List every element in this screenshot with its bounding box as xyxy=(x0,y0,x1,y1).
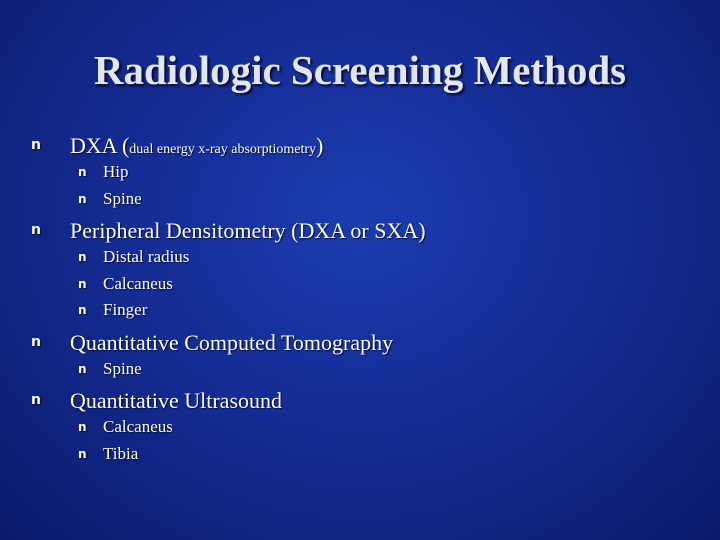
sub-bullet-marker: n xyxy=(78,303,87,317)
sub-bullet-item: n Calcaneus xyxy=(0,271,720,298)
bullet-marker: n xyxy=(31,392,41,408)
sub-bullet-item: n Spine xyxy=(0,356,720,383)
sub-bullet-item: n Hip xyxy=(0,159,720,186)
sub-bullet-text: Spine xyxy=(103,188,142,208)
bullet-text-part: Quantitative Ultrasound xyxy=(70,388,283,413)
sub-bullet-item: n Tibia xyxy=(0,441,720,468)
sub-bullet-marker: n xyxy=(78,191,87,206)
bullet-item: n Quantitative Computed Tomography xyxy=(0,327,720,358)
sub-bullet-text: Tibia xyxy=(103,443,139,463)
bullet-text-part: DXA ( xyxy=(70,133,130,158)
sub-bullet-text: Spine xyxy=(103,358,142,378)
bullet-marker: n xyxy=(31,333,41,350)
sub-bullet-text: Calcaneus xyxy=(103,273,173,293)
sub-bullet-text: Calcaneus xyxy=(103,417,173,436)
bullet-text: Peripheral Densitometry (DXA or SXA) xyxy=(70,215,426,246)
sub-bullet-item: n Calcaneus xyxy=(0,414,720,441)
sub-bullet-marker: n xyxy=(78,420,87,434)
slide-title: Radiologic Screening Methods xyxy=(93,47,627,93)
sub-bullet-text: Distal radius xyxy=(103,247,190,266)
bullet-text: DXA (dual energy x-ray absorptiometry) xyxy=(70,130,323,165)
bullet-marker: n xyxy=(31,222,41,238)
bullet-text-part: ) xyxy=(316,133,324,158)
sub-bullet-text: Finger xyxy=(103,300,148,319)
sub-bullet-text: Hip xyxy=(103,162,129,181)
sub-bullet-item: n Distal radius xyxy=(0,244,720,271)
bullet-note: dual energy x-ray absorptiometry xyxy=(129,142,317,157)
bullet-item: n Peripheral Densitometry (DXA or SXA) xyxy=(0,215,720,246)
bullet-item: n Quantitative Ultrasound xyxy=(0,385,720,416)
bullet-text: Quantitative Computed Tomography xyxy=(70,327,393,358)
bullet-text: Quantitative Ultrasound xyxy=(70,385,282,416)
sub-bullet-marker: n xyxy=(78,446,87,461)
sub-bullet-marker: n xyxy=(78,250,87,264)
sub-bullet-marker: n xyxy=(78,361,87,376)
bullet-item: n DXA (dual energy x-ray absorptiometry) xyxy=(0,130,720,161)
bullet-list: n DXA (dual energy x-ray absorptiometry) n… xyxy=(0,130,720,467)
sub-bullet-item: n Spine xyxy=(0,186,720,213)
bullet-text-part: Peripheral Densitometry (DXA or SXA) xyxy=(70,218,426,243)
bullet-marker: n xyxy=(31,137,41,153)
sub-bullet-item: n Finger xyxy=(0,297,720,324)
bullet-text-part: Quantitative Computed Tomography xyxy=(70,329,394,355)
sub-bullet-marker: n xyxy=(78,165,87,179)
sub-bullet-marker: n xyxy=(78,276,87,291)
